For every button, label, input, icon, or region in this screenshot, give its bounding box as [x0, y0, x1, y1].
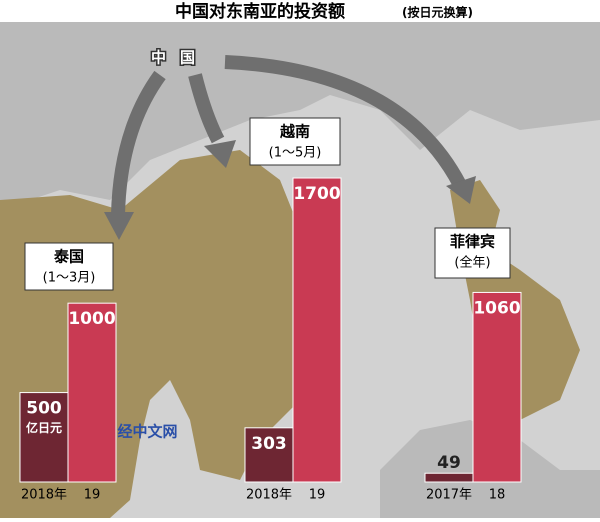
- unit-label: 亿日元: [26, 420, 62, 435]
- value-label: 1060: [473, 298, 520, 318]
- arrow-head: [104, 212, 134, 240]
- value-label: 500: [26, 399, 62, 419]
- china-land: [0, 22, 600, 210]
- arrow-philippines: [224, 55, 467, 189]
- x-tick-label: 2018年: [246, 488, 292, 503]
- x-tick-label: 19: [84, 488, 101, 503]
- title: 中国对东南亚的投资额: [175, 1, 345, 22]
- arrow-thailand: [111, 70, 166, 216]
- arrow-head: [446, 176, 476, 204]
- arrow-vietnam: [188, 73, 225, 144]
- group-label-box: [249, 117, 341, 166]
- watermark: 日经中文网: [102, 423, 177, 441]
- x-tick-label: 18: [489, 488, 506, 503]
- x-tick-label: 2018年: [21, 488, 67, 503]
- group-label-box: [434, 227, 511, 279]
- bar: [19, 392, 69, 483]
- group-subtitle: (1～5月): [269, 146, 322, 161]
- subtitle: (按日元换算): [402, 5, 473, 20]
- x-tick-label: 2017年: [426, 488, 472, 503]
- bar: [424, 472, 474, 483]
- group-title: 泰国: [53, 248, 84, 266]
- group-label-box: [24, 242, 114, 291]
- group-subtitle: (全年): [454, 255, 490, 271]
- group-title: 越南: [279, 123, 310, 141]
- bar: [244, 427, 294, 483]
- group-title: 菲律宾: [450, 233, 495, 251]
- value-label: 49: [437, 453, 461, 473]
- bar: [472, 291, 522, 483]
- bar: [292, 177, 342, 483]
- map-label: 中国: [151, 49, 209, 67]
- title-bar: [0, 0, 600, 22]
- x-tick-label: 19: [309, 488, 326, 503]
- arrows: [111, 55, 467, 216]
- bar: [67, 302, 117, 483]
- value-label: 1700: [293, 184, 340, 204]
- arrow-head: [204, 140, 236, 168]
- value-label: 1000: [68, 309, 115, 329]
- value-label: 303: [251, 434, 287, 454]
- group-subtitle: (1～3月): [43, 271, 96, 286]
- arrow-heads: [104, 140, 476, 240]
